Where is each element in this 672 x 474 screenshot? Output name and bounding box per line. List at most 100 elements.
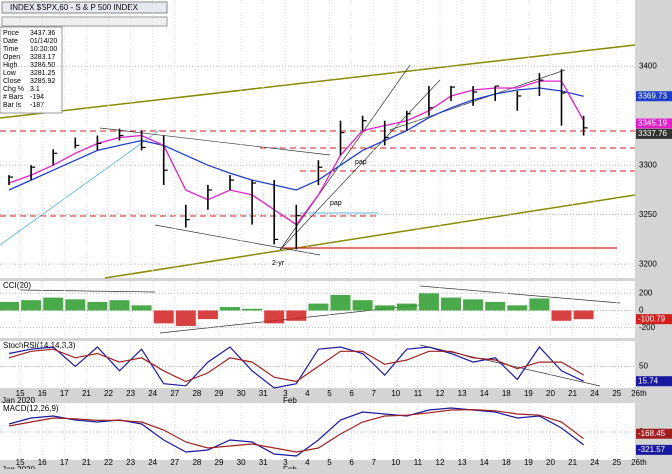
indicator-line [8, 348, 584, 383]
cci-bar [153, 310, 174, 324]
month-label: Jan 2020 [2, 396, 35, 405]
info-label: Date [3, 38, 18, 45]
last-value-label: 3345.19 [638, 119, 667, 128]
chart-title: INDEX $SPX,60 - S & P 500 INDEX [10, 3, 139, 12]
info-label: Price [3, 30, 19, 37]
channel-lower [104, 194, 636, 279]
x-tick-label: 21 [82, 389, 91, 398]
y-tick-label: 0 [639, 306, 644, 315]
info-value: 3286.50 [30, 62, 55, 69]
x-tick-label: 22 [104, 389, 113, 398]
trend-line [99, 127, 331, 156]
indicator-line [8, 408, 584, 453]
info-label: Low [3, 70, 17, 77]
info-label: # Bars [3, 94, 24, 101]
trend-line [389, 69, 566, 131]
cci-bar [220, 307, 240, 311]
x-tick-label: 25 [612, 389, 621, 398]
month-label: Feb [283, 396, 297, 405]
last-value-label: -321.57 [638, 445, 666, 454]
cci-bar [308, 303, 329, 311]
info-label: Time [3, 46, 18, 53]
x-tick-label: 15 [16, 458, 25, 467]
y-tick-label: -200 [639, 323, 656, 332]
x-tick-label: 17 [60, 458, 69, 467]
last-value-box [636, 128, 672, 139]
y-tick-label: 200 [639, 288, 653, 297]
last-value-box [636, 428, 672, 439]
cci-bar [21, 300, 42, 311]
cci-bar [242, 308, 263, 311]
x-tick-label: 27 [170, 458, 179, 467]
toolbar[interactable] [1, 16, 168, 27]
x-tick-label: 28 [192, 458, 201, 467]
x-tick-label: 28 [192, 389, 201, 398]
macd-title: MACD(12,26,9) [3, 404, 59, 413]
cci-bar [352, 300, 373, 311]
x-tick-label: 29 [215, 389, 224, 398]
x-tick-label: 21 [82, 458, 91, 467]
x-tick-label: 11 [414, 389, 423, 398]
trend-line [0, 129, 161, 246]
x-tick-label: 12 [436, 389, 445, 398]
x-tick-label: 17 [60, 389, 69, 398]
info-box [0, 26, 63, 114]
cci-bar [0, 301, 19, 311]
cci-title: CCI(20) [3, 281, 31, 290]
x-tick-label: 20 [546, 458, 555, 467]
y-tick-label: 50 [639, 362, 648, 371]
info-value: 3437.36 [30, 30, 55, 37]
x-tick-label: 7 [371, 389, 376, 398]
info-label: Open [3, 54, 20, 61]
x-tick-label: 11 [414, 458, 423, 467]
x-tick-label: 31 [259, 458, 268, 467]
month-label: Feb [283, 465, 297, 469]
cci-bar [551, 310, 572, 321]
channel-upper [0, 44, 636, 119]
x-tick-label: 31 [259, 389, 268, 398]
x-tick-label: 4 [305, 458, 310, 467]
x-tick-label: 22 [104, 458, 113, 467]
y-tick-label: 3200 [639, 259, 657, 268]
title-bar [1, 1, 168, 14]
x-tick-label: 24 [590, 458, 599, 467]
info-value: 10:30:00 [30, 46, 57, 53]
cci-trend-line [419, 285, 621, 304]
price-panel [0, 0, 635, 278]
cci-bar [485, 301, 506, 311]
x-tick-label: 14 [480, 389, 489, 398]
cci-bar [396, 303, 417, 311]
last-value-label: 3337.76 [638, 129, 667, 138]
x-tick-label: 6 [349, 458, 354, 467]
x-tick-label: 19 [524, 389, 533, 398]
last-value-box [636, 376, 672, 387]
info-value: -187 [30, 102, 44, 109]
x-tick-label: 6 [349, 389, 354, 398]
cci-bar [43, 297, 64, 311]
info-value: 3281.25 [30, 70, 55, 77]
stochrsi-title: StochRSI(14,14,3,3) [3, 341, 76, 350]
cci-bar [330, 295, 351, 311]
x-tick-label: 21 [568, 458, 577, 467]
moving-average [8, 87, 584, 191]
x-tick-label: 13 [458, 458, 467, 467]
macd-panel [0, 403, 635, 460]
info-value: 01/14/20 [30, 38, 57, 45]
last-value-box [636, 314, 672, 325]
x-tick-label: 26th [631, 389, 647, 398]
x-tick-label: 10 [391, 389, 400, 398]
x-tick-label: 3 [283, 389, 288, 398]
y-tick-label: 3300 [639, 160, 657, 169]
cci-bar [374, 305, 395, 311]
x-tick-label: 23 [126, 389, 135, 398]
cci-bar [507, 305, 528, 311]
annotation: 2-yr [272, 260, 285, 267]
last-value-box [636, 444, 672, 455]
x-tick-label: 19 [524, 458, 533, 467]
x-tick-label: 30 [237, 389, 246, 398]
cci-bar [286, 310, 307, 321]
x-tick-label: 25 [612, 458, 621, 467]
x-tick-label: 13 [458, 389, 467, 398]
last-value-label: 3369.73 [638, 91, 667, 100]
